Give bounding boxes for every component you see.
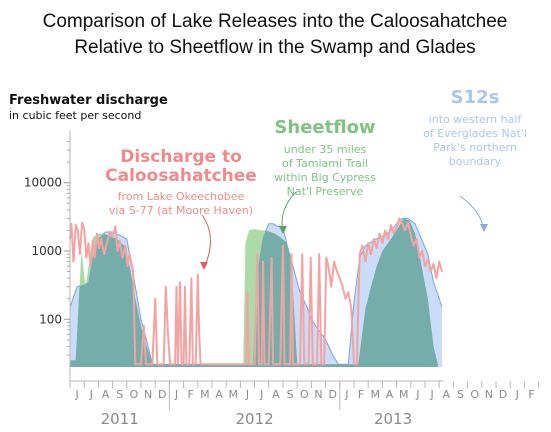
s12s-annotation-sub: boundary xyxy=(449,155,502,168)
month-label: N xyxy=(144,388,152,401)
discharge-annotation-title: Discharge to xyxy=(120,147,242,167)
month-label: J xyxy=(415,388,419,401)
month-label: J xyxy=(429,388,433,401)
month-label: M xyxy=(371,388,381,401)
sheetflow-annotation-title: Sheetflow xyxy=(274,117,375,138)
month-label: A xyxy=(215,388,223,401)
sheetflow-annotation-sub: under 35 miles xyxy=(284,143,367,156)
month-label: O xyxy=(470,388,479,401)
s12s-annotation-sub: into western half xyxy=(429,113,523,126)
chart-title-line2: Relative to Sheetflow in the Swamp and G… xyxy=(74,37,475,58)
month-label: J xyxy=(344,388,348,401)
chart-title-line1: Comparison of Lake Releases into the Cal… xyxy=(43,11,508,32)
year-label: 2013 xyxy=(374,410,412,428)
discharge-annotation-sub: via S-77 (at Moore Haven) xyxy=(109,204,253,217)
month-label: F xyxy=(358,388,364,401)
month-label: J xyxy=(259,388,263,401)
month-label: D xyxy=(328,388,336,401)
month-label: O xyxy=(300,388,309,401)
month-label: O xyxy=(130,388,139,401)
y-tick-label: 100 xyxy=(39,312,62,326)
s12s-annotation-sub: Park's northern xyxy=(433,141,517,154)
y-tick-label: 1000 xyxy=(31,244,62,258)
month-label: J xyxy=(89,388,93,401)
y-tick-label: 10000 xyxy=(24,176,62,190)
month-label: F xyxy=(188,388,194,401)
month-label: M xyxy=(399,388,409,401)
sheetflow-area xyxy=(70,218,438,367)
sheetflow-arrow-head xyxy=(279,226,287,234)
month-label: S xyxy=(457,388,464,401)
sheetflow-annotation-sub: Nat'l Preserve xyxy=(287,185,364,198)
discharge-arrow-head xyxy=(200,262,208,270)
month-label: A xyxy=(443,388,451,401)
month-label: S xyxy=(116,388,123,401)
month-label: J xyxy=(174,388,178,401)
discharge-line xyxy=(69,217,443,366)
month-label: F xyxy=(528,388,534,401)
month-label: A xyxy=(272,388,280,401)
month-label: J xyxy=(74,388,78,401)
year-label: 2012 xyxy=(236,410,274,428)
sheetflow-annotation-sub: within Big Cypress xyxy=(274,171,376,184)
month-label: N xyxy=(314,388,322,401)
month-label: D xyxy=(499,388,507,401)
sheetflow-annotation-sub: of Tamiami Trail xyxy=(282,157,368,170)
s12s-arrow-head xyxy=(480,224,488,232)
s12s-annotation-title: S12s xyxy=(451,87,500,108)
month-label: M xyxy=(200,388,210,401)
month-label: S xyxy=(287,388,294,401)
s12s-arrow xyxy=(459,195,485,231)
y-axis-units: in cubic feet per second xyxy=(9,109,141,122)
discharge-arrow xyxy=(201,214,211,269)
month-label: N xyxy=(485,388,493,401)
month-label: M xyxy=(229,388,239,401)
month-label: J xyxy=(515,388,519,401)
month-label: J xyxy=(245,388,249,401)
month-label: D xyxy=(158,388,166,401)
discharge-annotation-sub: from Lake Okeechobee xyxy=(118,190,245,203)
y-axis-label: Freshwater discharge xyxy=(9,93,168,108)
series-areas xyxy=(69,217,443,367)
s12s-annotation-sub: of Everglades Nat'l xyxy=(423,127,527,140)
year-label: 2011 xyxy=(101,410,139,428)
discharge-annotation-title: Caloosahatchee xyxy=(105,166,257,186)
month-label: A xyxy=(386,388,394,401)
month-label: A xyxy=(102,388,110,401)
